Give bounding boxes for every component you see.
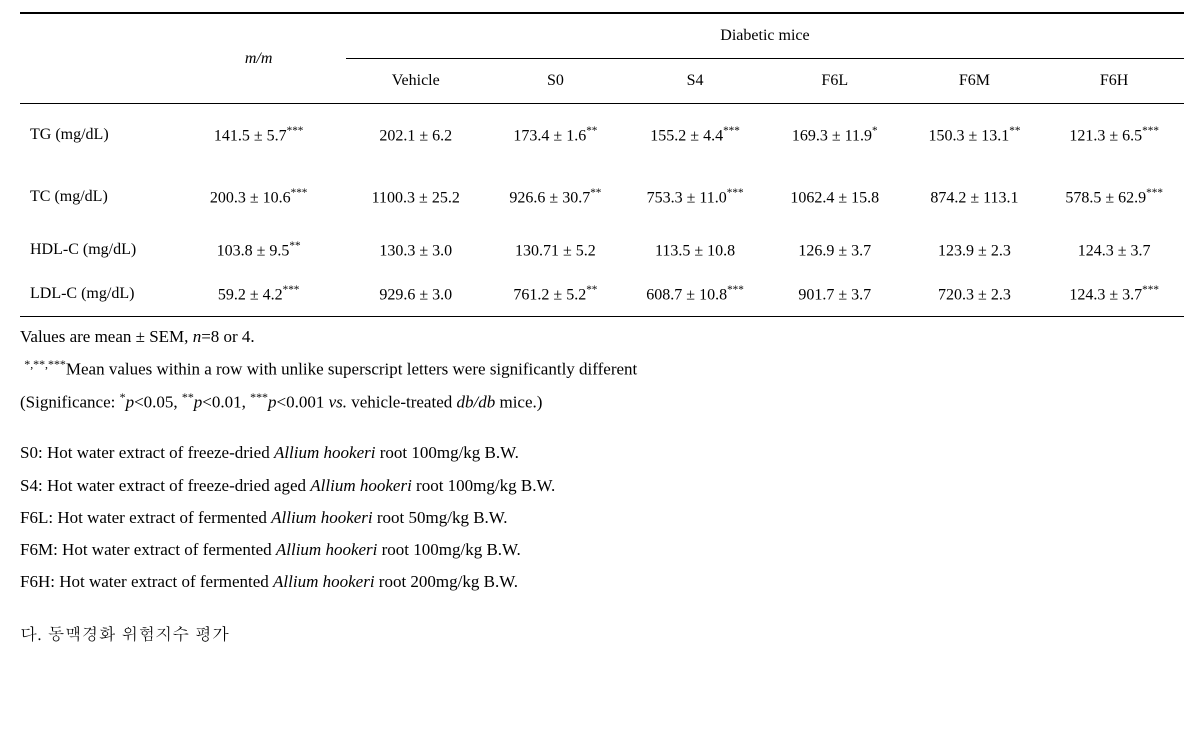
cell-value: 926.6 ± 30.7** — [486, 166, 626, 228]
cell-value: 173.4 ± 1.6** — [486, 104, 626, 167]
col-group: Diabetic mice — [346, 13, 1184, 59]
cell-mm: 200.3 ± 10.6*** — [171, 166, 346, 228]
cell-value: 113.5 ± 10.8 — [625, 228, 765, 272]
cell-value: 1062.4 ± 15.8 — [765, 166, 905, 228]
cell-value: 155.2 ± 4.4*** — [625, 104, 765, 167]
col-f6h: F6H — [1044, 59, 1184, 104]
cell-value: 578.5 ± 62.9*** — [1044, 166, 1184, 228]
hangul-heading: 다. 동맥경화 위험지수 평가 — [20, 617, 1184, 649]
cell-value: 126.9 ± 3.7 — [765, 228, 905, 272]
cell-value: 130.3 ± 3.0 — [346, 228, 486, 272]
row-label: TG (mg/dL) — [20, 104, 171, 167]
col-f6l: F6L — [765, 59, 905, 104]
legend-def: F6H: Hot water extract of fermented Alli… — [20, 566, 1184, 598]
col-mm: m/m — [245, 50, 273, 67]
cell-value: 150.3 ± 13.1** — [905, 104, 1045, 167]
cell-value: 169.3 ± 11.9* — [765, 104, 905, 167]
row-label: TC (mg/dL) — [20, 166, 171, 228]
cell-value: 874.2 ± 113.1 — [905, 166, 1045, 228]
table-row: HDL-C (mg/dL)103.8 ± 9.5**130.3 ± 3.0130… — [20, 228, 1184, 272]
col-vehicle: Vehicle — [346, 59, 486, 104]
cell-mm: 59.2 ± 4.2*** — [171, 272, 346, 317]
cell-value: 1100.3 ± 25.2 — [346, 166, 486, 228]
legend-def: F6L: Hot water extract of fermented Alli… — [20, 502, 1184, 534]
legend-def: S4: Hot water extract of freeze-dried ag… — [20, 470, 1184, 502]
cell-value: 761.2 ± 5.2** — [486, 272, 626, 317]
col-s4: S4 — [625, 59, 765, 104]
cell-value: 130.71 ± 5.2 — [486, 228, 626, 272]
cell-mm: 141.5 ± 5.7*** — [171, 104, 346, 167]
row-label: HDL-C (mg/dL) — [20, 228, 171, 272]
cell-value: 124.3 ± 3.7*** — [1044, 272, 1184, 317]
table-row: LDL-C (mg/dL)59.2 ± 4.2***929.6 ± 3.0761… — [20, 272, 1184, 317]
cell-value: 608.7 ± 10.8*** — [625, 272, 765, 317]
table-notes: Values are mean ± SEM, n=8 or 4. *,**,**… — [20, 321, 1184, 649]
cell-value: 929.6 ± 3.0 — [346, 272, 486, 317]
cell-value: 202.1 ± 6.2 — [346, 104, 486, 167]
cell-value: 720.3 ± 2.3 — [905, 272, 1045, 317]
cell-mm: 103.8 ± 9.5** — [171, 228, 346, 272]
table-row: TC (mg/dL)200.3 ± 10.6***1100.3 ± 25.292… — [20, 166, 1184, 228]
col-s0: S0 — [486, 59, 626, 104]
lipid-table: m/m Diabetic mice VehicleS0S4F6LF6MF6H T… — [20, 12, 1184, 317]
row-label: LDL-C (mg/dL) — [20, 272, 171, 317]
legend-def: S0: Hot water extract of freeze-dried Al… — [20, 437, 1184, 469]
table-row: TG (mg/dL)141.5 ± 5.7***202.1 ± 6.2173.4… — [20, 104, 1184, 167]
cell-value: 753.3 ± 11.0*** — [625, 166, 765, 228]
cell-value: 901.7 ± 3.7 — [765, 272, 905, 317]
cell-value: 121.3 ± 6.5*** — [1044, 104, 1184, 167]
col-f6m: F6M — [905, 59, 1045, 104]
cell-value: 124.3 ± 3.7 — [1044, 228, 1184, 272]
cell-value: 123.9 ± 2.3 — [905, 228, 1045, 272]
legend-def: F6M: Hot water extract of fermented Alli… — [20, 534, 1184, 566]
